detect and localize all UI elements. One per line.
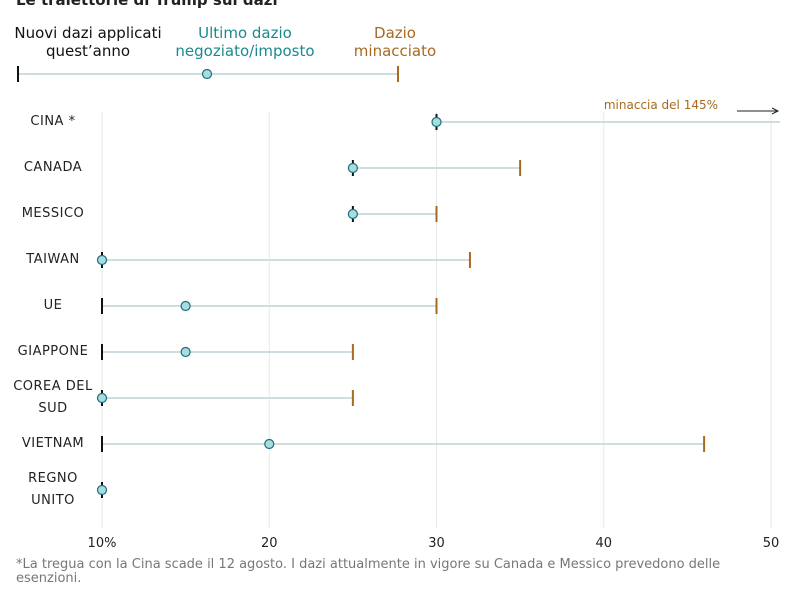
legend-label: Ultimo dazio negoziato/imposto <box>175 24 315 60</box>
latest-mark <box>96 254 108 266</box>
latest-mark <box>347 208 358 220</box>
annotation-arrowhead <box>771 107 780 115</box>
annotation: minaccia del 145% <box>604 98 718 112</box>
x-tick-label: 10% <box>88 536 117 551</box>
chart-title: Le traiettorie di Trump sui dazi <box>16 0 278 9</box>
latest-mark <box>347 162 358 174</box>
x-tick-label: 40 <box>595 536 612 551</box>
latest-mark <box>431 116 442 128</box>
latest-mark <box>96 392 108 404</box>
latest-mark <box>264 438 275 450</box>
legend-latest <box>201 68 213 80</box>
category-label: GIAPPONE <box>17 344 89 359</box>
category-label: VIETNAM <box>21 436 85 451</box>
x-tick-label: 20 <box>261 536 278 551</box>
legend-label: Nuovi dazi applicati quest’anno <box>14 24 162 60</box>
category-label: MESSICO <box>21 206 85 221</box>
legend-label: Dazio minacciato <box>353 24 437 60</box>
x-tick-label: 50 <box>763 536 780 551</box>
category-label: CINA * <box>30 114 76 129</box>
latest-mark <box>96 484 108 496</box>
x-tick-label: 30 <box>428 536 445 551</box>
footnote: *La tregua con la Cina scade il 12 agost… <box>16 557 721 586</box>
category-label: COREA DEL SUD <box>13 379 93 416</box>
latest-mark <box>180 346 191 358</box>
category-label: REGNO UNITO <box>28 471 78 508</box>
category-label: TAIWAN <box>26 252 80 267</box>
latest-mark <box>180 300 191 312</box>
category-label: CANADA <box>23 160 83 175</box>
category-label: UE <box>43 298 63 313</box>
